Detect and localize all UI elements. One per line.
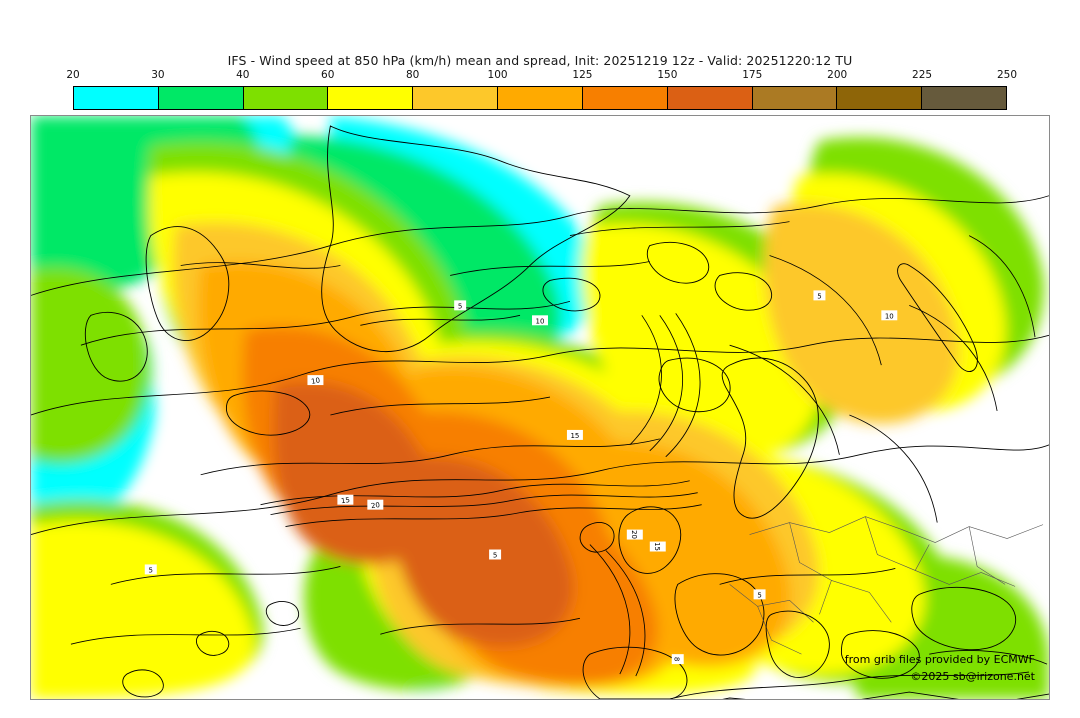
map-panel[interactable]: 10 5 15 15 20 5 15 8 10 20 5 10 5 5 from… xyxy=(30,115,1050,700)
colorbar: 20 30 40 60 80 100 125 150 175 200 225 250 xyxy=(66,69,1017,110)
colorbar-tick-labels: 20 30 40 60 80 100 125 150 175 200 225 250 xyxy=(66,69,1017,83)
svg-text:5: 5 xyxy=(817,292,821,300)
colorbar-tick-40: 40 xyxy=(236,69,250,81)
colorbar-tick-200: 200 xyxy=(827,69,848,81)
colorbar-tick-30: 30 xyxy=(151,69,165,81)
coastlines xyxy=(84,125,1049,699)
colorbar-band-225-250 xyxy=(922,87,1006,109)
svg-text:5: 5 xyxy=(757,591,761,599)
colorbar-tick-225: 225 xyxy=(912,69,933,81)
colorbar-band-100-125 xyxy=(498,87,583,109)
svg-text:10: 10 xyxy=(311,376,321,385)
colorbar-band-150-175 xyxy=(667,87,753,109)
colorbar-band-30-40 xyxy=(158,87,244,109)
svg-text:10: 10 xyxy=(536,317,545,325)
svg-text:15: 15 xyxy=(653,542,661,551)
svg-text:10: 10 xyxy=(885,312,894,320)
colorbar-band-125-150 xyxy=(582,87,668,109)
colorbar-tick-175: 175 xyxy=(742,69,763,81)
colorbar-band-200-225 xyxy=(837,87,923,109)
credit-source: from grib files provided by ECMWF xyxy=(844,653,1035,666)
colorbar-tick-100: 100 xyxy=(487,69,508,81)
contour-labels: 10 5 15 15 20 5 15 8 10 20 5 10 5 5 xyxy=(144,290,898,665)
svg-text:20: 20 xyxy=(630,530,638,539)
colorbar-tick-20: 20 xyxy=(66,69,80,81)
svg-text:8: 8 xyxy=(673,657,681,661)
colorbar-tick-60: 60 xyxy=(321,69,335,81)
svg-text:20: 20 xyxy=(371,501,381,510)
colorbar-tick-250: 250 xyxy=(996,69,1018,81)
map-canvas: 10 5 15 15 20 5 15 8 10 20 5 10 5 5 xyxy=(31,116,1049,699)
svg-text:5: 5 xyxy=(458,302,462,310)
svg-text:15: 15 xyxy=(341,496,351,505)
svg-text:5: 5 xyxy=(149,566,153,574)
colorbar-band-175-200 xyxy=(752,87,838,109)
colorbar-band-40-60 xyxy=(243,87,329,109)
colorbar-tick-125: 125 xyxy=(572,69,593,81)
colorbar-tick-150: 150 xyxy=(657,69,678,81)
svg-text:5: 5 xyxy=(493,551,497,559)
colorbar-band-20-30 xyxy=(74,87,159,109)
spread-contours xyxy=(31,195,1049,677)
credit-copyright: ©2025 sb@irizone.net xyxy=(910,670,1035,683)
colorbar-bands xyxy=(73,86,1007,110)
colorbar-band-60-80 xyxy=(328,87,414,109)
colorbar-band-80-100 xyxy=(413,87,499,109)
page-title: IFS - Wind speed at 850 hPa (km/h) mean … xyxy=(227,53,853,68)
colorbar-tick-80: 80 xyxy=(405,69,420,81)
svg-text:15: 15 xyxy=(570,432,579,440)
